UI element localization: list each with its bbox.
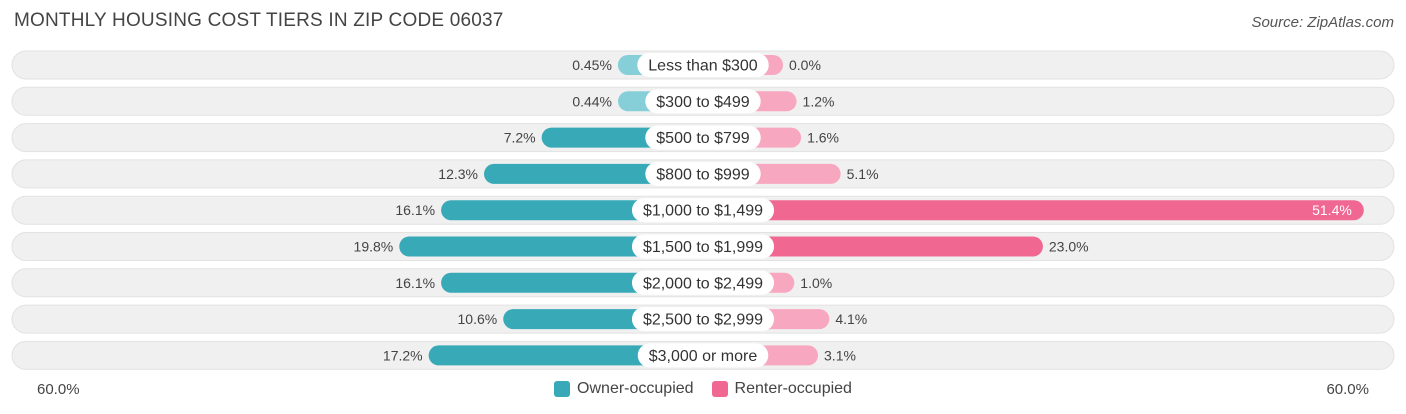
category-pill — [645, 161, 761, 186]
owner-value-label: 16.1% — [395, 202, 435, 218]
renter-value-label: 1.2% — [803, 93, 835, 109]
category-pill — [631, 234, 775, 259]
renter-value-label: 51.4% — [1312, 202, 1352, 218]
renter-value-label: 23.0% — [1049, 239, 1089, 255]
category-pill — [631, 307, 775, 332]
renter-bar — [703, 236, 1043, 257]
category-pill — [645, 125, 761, 150]
owner-value-label: 7.2% — [504, 130, 536, 146]
category-label: $300 to $499 — [656, 94, 750, 111]
renter-value-label: 1.6% — [807, 130, 839, 146]
owner-swatch — [554, 381, 571, 397]
category-label: $2,500 to $2,999 — [643, 312, 763, 329]
axis-left-label: 60.0% — [37, 381, 80, 398]
legend-item-owner[interactable]: Owner-occupied — [554, 378, 694, 400]
owner-value-label: 19.8% — [354, 239, 394, 255]
chart-title: MONTHLY HOUSING COST TIERS IN ZIP CODE 0… — [14, 10, 504, 31]
category-label: $500 to $799 — [656, 130, 750, 147]
renter-value-label: 0.0% — [789, 57, 821, 73]
axis-right-label: 60.0% — [1326, 381, 1369, 398]
legend-item-renter[interactable]: Renter-occupied — [711, 378, 852, 400]
owner-bar — [428, 345, 703, 366]
category-label: $2,000 to $2,499 — [643, 275, 763, 292]
category-label: $1,500 to $1,999 — [643, 239, 763, 256]
category-label: Less than $300 — [648, 58, 758, 75]
owner-value-label: 10.6% — [458, 311, 498, 327]
renter-swatch — [711, 381, 728, 397]
renter-bar — [703, 200, 1364, 221]
owner-value-label: 16.1% — [395, 275, 435, 291]
renter-value-label: 1.0% — [800, 275, 832, 291]
category-pill — [637, 343, 769, 368]
owner-value-label: 0.44% — [572, 93, 612, 109]
renter-value-label: 5.1% — [847, 166, 879, 182]
legend: Owner-occupied Renter-occupied — [0, 378, 1406, 400]
owner-value-label: 17.2% — [383, 347, 423, 363]
category-pill — [645, 89, 761, 114]
category-pill — [631, 270, 775, 295]
category-pill — [631, 198, 775, 223]
category-label: $1,000 to $1,499 — [643, 203, 763, 220]
source-label: Source: ZipAtlas.com — [1251, 14, 1394, 31]
legend-renter-label: Renter-occupied — [734, 380, 852, 397]
renter-value-label: 3.1% — [824, 347, 856, 363]
owner-bar — [399, 236, 703, 257]
category-label: $3,000 or more — [649, 348, 758, 365]
category-pill — [637, 53, 769, 77]
renter-value-label: 4.1% — [835, 311, 867, 327]
category-label: $800 to $999 — [656, 166, 750, 183]
owner-value-label: 0.45% — [572, 57, 612, 73]
legend-owner-label: Owner-occupied — [577, 380, 694, 397]
owner-value-label: 12.3% — [438, 166, 478, 182]
